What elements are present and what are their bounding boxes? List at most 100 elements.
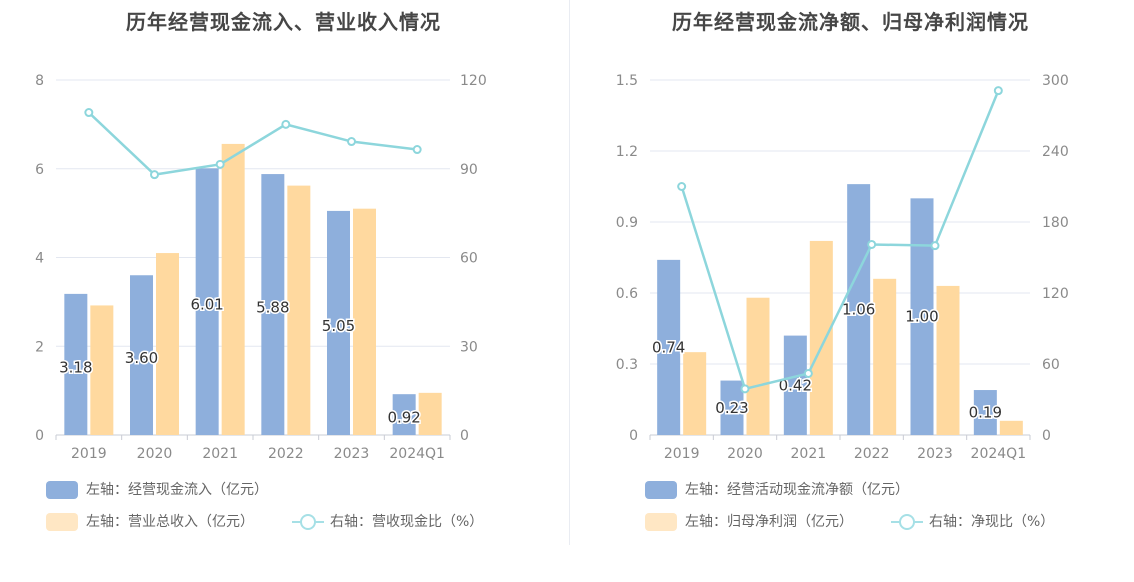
bar-blue: [261, 174, 285, 435]
x-tick-label: 2021: [791, 446, 827, 462]
bar-yellow: [746, 297, 770, 435]
x-tick-label: 2023: [334, 446, 370, 462]
line-point: [803, 368, 813, 378]
line-point: [867, 239, 877, 249]
legend-swatch-blue: [645, 481, 677, 499]
y-left-tick-label: 8: [35, 73, 44, 89]
bar-yellow: [999, 420, 1023, 435]
y-right-tick-label: 120: [1042, 286, 1069, 302]
legend-swatch-line-icon: [292, 512, 324, 532]
bar-blue: [720, 380, 744, 435]
bar-blue: [657, 259, 681, 435]
y-left-tick-label: 1.5: [616, 73, 638, 89]
x-tick-label: 2021: [202, 446, 238, 462]
y-left-tick-label: 1.2: [616, 144, 638, 160]
y-right-tick-label: 60: [1042, 357, 1060, 373]
y-right-tick-label: 60: [460, 251, 478, 267]
line-point: [150, 170, 159, 180]
line-point: [740, 384, 750, 394]
legend-item-right-line[interactable]: 右轴：净现比（%）: [891, 512, 1054, 532]
bar-blue: [783, 335, 807, 435]
y-right-tick-label: 30: [460, 339, 478, 355]
bar-data-label: 6.01: [190, 296, 223, 314]
bar-data-label: 5.88: [256, 299, 289, 317]
y-right-tick-label: 120: [460, 73, 487, 89]
y-left-tick-label: 6: [35, 162, 44, 178]
left-chart-title: 历年经营现金流入、营业收入情况: [126, 10, 441, 34]
bar-yellow: [353, 208, 376, 435]
legend-item-left-bar1[interactable]: 左轴：经营现金流入（亿元）: [46, 480, 268, 500]
bar-blue: [195, 168, 219, 435]
legend-swatch-yellow: [645, 513, 677, 531]
bar-yellow: [809, 240, 833, 435]
y-left-tick-label: 0: [35, 428, 44, 444]
bar-data-label: 3.60: [125, 349, 158, 367]
x-tick-label: 2020: [137, 446, 173, 462]
bar-data-label: 0.23: [715, 399, 748, 417]
right-chart-panel: 历年经营现金流净额、归母净利润情况 0 0.3 0.6 0.9 1.2 1.5 0 60 120…: [567, 0, 1134, 582]
y-left-tick-label: 4: [35, 251, 44, 267]
line-point: [677, 182, 687, 191]
y-left-tick-label: 0.3: [616, 357, 638, 373]
bar-yellow: [156, 253, 179, 435]
bar-yellow: [936, 285, 960, 435]
bar-data-label: 3.18: [59, 358, 92, 376]
legend-item-right-bar1[interactable]: 左轴：经营活动现金流净额（亿元）: [645, 480, 909, 500]
line-series: [87, 111, 418, 176]
y-right-tick-label: 0: [1042, 428, 1051, 444]
line-point: [347, 137, 356, 147]
legend-item-left-line[interactable]: 右轴：营收现金比（%）: [292, 512, 483, 532]
y-right-tick-label: 300: [1042, 73, 1069, 89]
line-series: [680, 90, 1000, 391]
x-tick-label: 2024Q1: [389, 446, 445, 462]
right-chart-plot: 0 0.3 0.6 0.9 1.2 1.5 0 60 120 180 240 300 2019 2020 2…: [616, 73, 1069, 462]
right-chart-title: 历年经营现金流净额、归母净利润情况: [672, 10, 1029, 34]
legend-item-right-bar2[interactable]: 左轴：归母净利润（亿元）: [645, 512, 853, 532]
bar-data-label: 1.00: [905, 308, 938, 326]
bar-blue: [910, 198, 934, 435]
y-right-tick-label: 90: [460, 162, 478, 178]
bar-data-label: 1.06: [842, 301, 875, 319]
legend-swatch-line-icon: [891, 512, 923, 532]
bar-yellow: [683, 352, 707, 435]
y-left-tick-label: 0.9: [616, 215, 638, 231]
bar-data-label: 0.74: [652, 338, 685, 356]
bar-blue: [64, 293, 88, 435]
bar-data-label: 0.19: [969, 404, 1002, 422]
y-left-tick-label: 0: [629, 428, 638, 444]
bar-blue: [327, 210, 350, 435]
bar-yellow: [287, 185, 311, 435]
left-chart-panel: 历年经营现金流入、营业收入情况 0 2 4 6 8 0 30 60 90 120 2019 2020 2…: [35, 10, 487, 532]
y-left-tick-label: 0.6: [616, 286, 638, 302]
y-right-tick-label: 180: [1042, 215, 1069, 231]
bar-yellow: [90, 305, 114, 435]
legend-swatch-blue: [46, 481, 78, 499]
line-point: [84, 108, 94, 118]
x-tick-label: 2022: [268, 446, 304, 462]
y-right-tick-label: 240: [1042, 144, 1069, 160]
line-point: [930, 241, 940, 251]
x-tick-label: 2019: [664, 446, 700, 462]
bar-yellow: [418, 392, 442, 435]
line-point: [412, 145, 422, 155]
x-tick-label: 2022: [854, 446, 890, 462]
panel-divider: [569, 0, 570, 545]
legend-item-left-bar2[interactable]: 左轴：营业总收入（亿元）: [46, 512, 254, 532]
left-chart-plot: 0 2 4 6 8 0 30 60 90 120 2019 2020 2021 2022 2023 2024Q…: [35, 73, 487, 462]
y-right-tick-label: 0: [460, 428, 469, 444]
x-tick-label: 2023: [917, 446, 953, 462]
legend-swatch-yellow: [46, 513, 78, 531]
line-point: [215, 159, 225, 169]
x-tick-label: 2020: [727, 446, 763, 462]
bar-data-label: 0.92: [387, 409, 420, 427]
bar-yellow: [221, 143, 245, 435]
bar-blue: [392, 394, 416, 435]
x-tick-label: 2024Q1: [971, 446, 1027, 462]
y-left-tick-label: 2: [35, 339, 44, 355]
line-point: [993, 86, 1003, 96]
line-point: [281, 119, 291, 129]
bar-data-label: 5.05: [322, 317, 355, 335]
bar-blue: [973, 390, 997, 435]
bar-blue: [130, 275, 153, 435]
